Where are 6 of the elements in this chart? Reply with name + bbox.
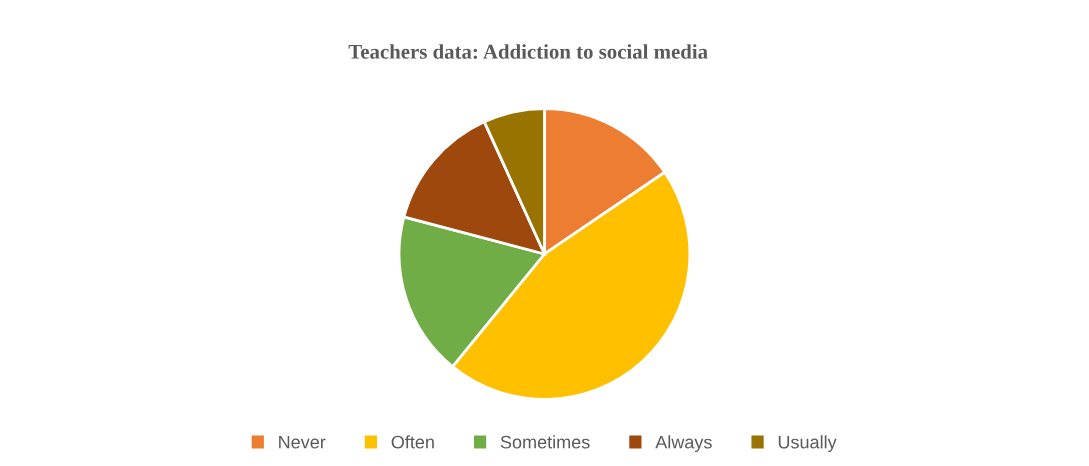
chart-title: Teachers data: Addiction to social media: [348, 44, 708, 59]
legend-label: Never: [279, 435, 326, 449]
legend-label: Often: [391, 435, 434, 449]
legend-label: Always: [655, 435, 712, 453]
legend-label: Sometimes: [500, 435, 590, 449]
legend-label: Usually: [778, 435, 837, 453]
